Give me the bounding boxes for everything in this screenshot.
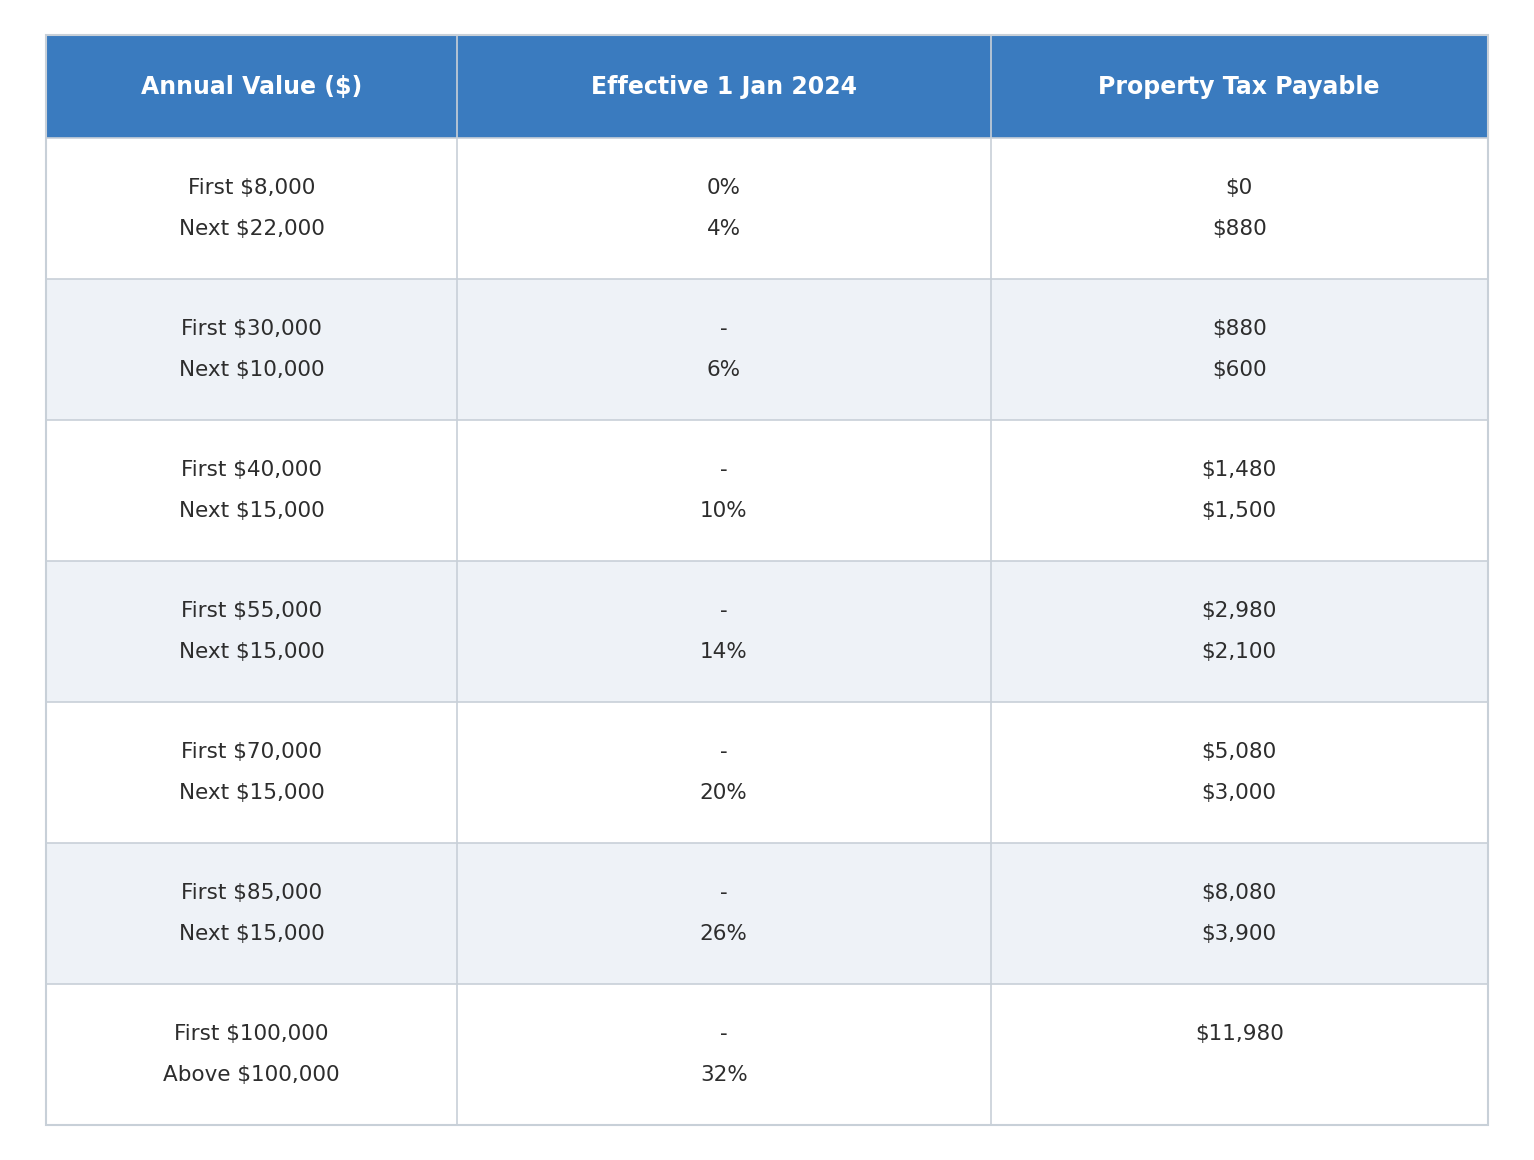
Text: -: -: [719, 742, 727, 762]
Text: 14%: 14%: [700, 643, 747, 662]
Text: $2,980: $2,980: [1201, 601, 1276, 622]
Text: First $85,000: First $85,000: [181, 883, 322, 904]
Bar: [991, 420, 1488, 561]
Text: 6%: 6%: [707, 361, 741, 380]
Text: $3,900: $3,900: [1201, 925, 1276, 944]
Text: 20%: 20%: [700, 783, 747, 803]
Text: 32%: 32%: [700, 1065, 747, 1085]
Text: $880: $880: [1212, 219, 1267, 239]
Bar: [457, 702, 991, 843]
Text: First $100,000: First $100,000: [175, 1024, 328, 1044]
Bar: [457, 843, 991, 984]
Text: -: -: [719, 883, 727, 904]
Bar: [46, 984, 457, 1125]
Text: Next $15,000: Next $15,000: [178, 783, 324, 803]
Text: 0%: 0%: [707, 179, 741, 198]
Text: 4%: 4%: [707, 219, 741, 239]
Bar: [46, 138, 457, 280]
Bar: [991, 984, 1488, 1125]
Text: Effective 1 Jan 2024: Effective 1 Jan 2024: [591, 74, 858, 99]
Text: $5,080: $5,080: [1201, 742, 1276, 762]
Text: $880: $880: [1212, 319, 1267, 340]
Text: First $40,000: First $40,000: [181, 461, 322, 480]
Text: $0: $0: [1226, 179, 1253, 198]
Text: $3,000: $3,000: [1201, 783, 1276, 803]
Bar: [46, 561, 457, 702]
Bar: [991, 35, 1488, 138]
Bar: [991, 280, 1488, 420]
Text: $600: $600: [1212, 361, 1267, 380]
Bar: [46, 843, 457, 984]
Text: First $30,000: First $30,000: [181, 319, 322, 340]
Text: Next $15,000: Next $15,000: [178, 925, 324, 944]
Bar: [457, 280, 991, 420]
Bar: [991, 702, 1488, 843]
Text: 26%: 26%: [700, 925, 747, 944]
Text: $1,480: $1,480: [1201, 461, 1276, 480]
Bar: [457, 138, 991, 280]
Text: First $70,000: First $70,000: [181, 742, 322, 762]
Bar: [457, 561, 991, 702]
Text: -: -: [719, 319, 727, 340]
Bar: [991, 561, 1488, 702]
Bar: [46, 420, 457, 561]
Text: Next $15,000: Next $15,000: [178, 501, 324, 521]
Bar: [457, 420, 991, 561]
Text: $8,080: $8,080: [1201, 883, 1276, 904]
Text: $11,980: $11,980: [1195, 1024, 1284, 1044]
Bar: [991, 138, 1488, 280]
Bar: [46, 280, 457, 420]
Bar: [46, 35, 457, 138]
Text: Annual Value ($): Annual Value ($): [141, 74, 362, 99]
Text: $2,100: $2,100: [1201, 643, 1276, 662]
Text: Next $15,000: Next $15,000: [178, 643, 324, 662]
Text: First $55,000: First $55,000: [181, 601, 322, 622]
Text: Above $100,000: Above $100,000: [163, 1065, 341, 1085]
Bar: [46, 702, 457, 843]
Text: -: -: [719, 1024, 727, 1044]
Text: -: -: [719, 461, 727, 480]
Bar: [991, 843, 1488, 984]
Bar: [457, 35, 991, 138]
Text: Next $22,000: Next $22,000: [178, 219, 324, 239]
Text: $1,500: $1,500: [1201, 501, 1276, 521]
Text: First $8,000: First $8,000: [187, 179, 314, 198]
Text: Next $10,000: Next $10,000: [178, 361, 324, 380]
Bar: [457, 984, 991, 1125]
Text: -: -: [719, 601, 727, 622]
Text: Property Tax Payable: Property Tax Payable: [1098, 74, 1381, 99]
Text: 10%: 10%: [700, 501, 747, 521]
